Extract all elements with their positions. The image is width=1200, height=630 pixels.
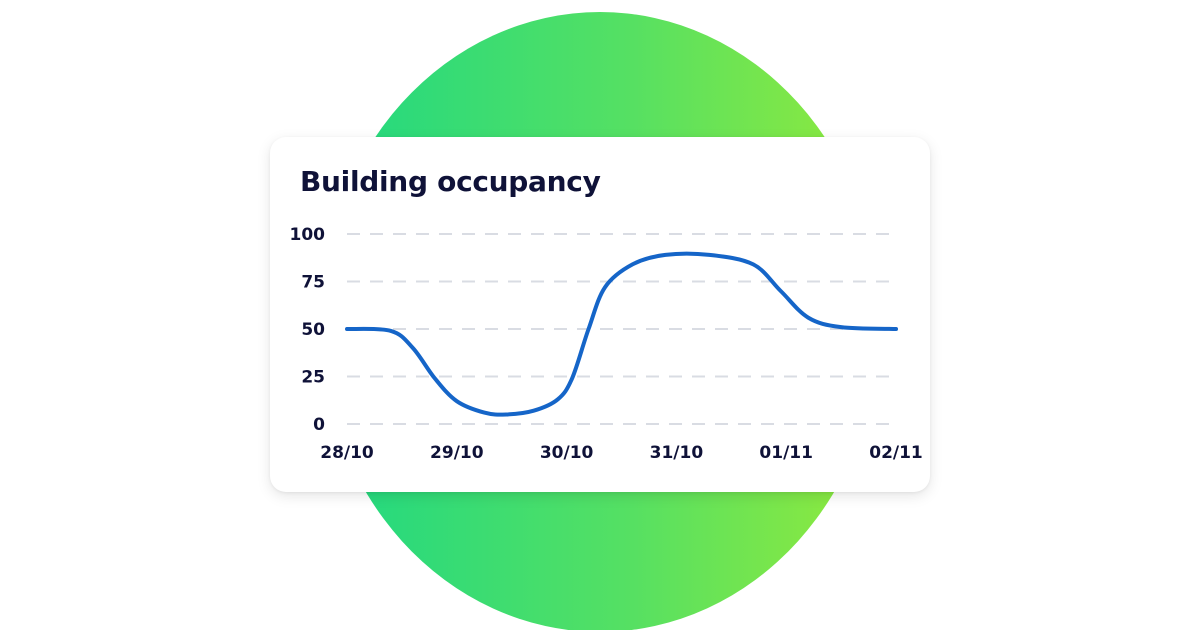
occupancy-line-chart: 0 25 50 75 100 28/10 29/10 30/10 31/10 01/11 02/1… xyxy=(290,225,923,463)
occupancy-series-line xyxy=(345,251,898,417)
chart-card: Building occupancy 0 25 50 75 100 28/10 29/10… xyxy=(270,137,930,492)
x-tick-label: 31/10 xyxy=(650,443,704,463)
gridlines xyxy=(347,233,896,425)
x-tick-label: 30/10 xyxy=(540,443,594,463)
x-tick-label: 01/11 xyxy=(759,443,813,463)
x-axis-ticks: 28/10 29/10 30/10 31/10 01/11 02/11 xyxy=(320,443,923,463)
x-tick-label: 29/10 xyxy=(430,443,484,463)
chart-title: Building occupancy xyxy=(300,165,601,198)
series-layer xyxy=(345,251,898,417)
y-tick-label: 25 xyxy=(301,368,325,388)
y-tick-label: 0 xyxy=(313,415,325,435)
y-axis-ticks: 0 25 50 75 100 xyxy=(290,225,326,435)
y-tick-label: 50 xyxy=(301,320,325,340)
y-tick-label: 100 xyxy=(290,225,326,245)
x-tick-label: 28/10 xyxy=(320,443,374,463)
x-tick-label: 02/11 xyxy=(869,443,923,463)
y-tick-label: 75 xyxy=(301,273,325,293)
